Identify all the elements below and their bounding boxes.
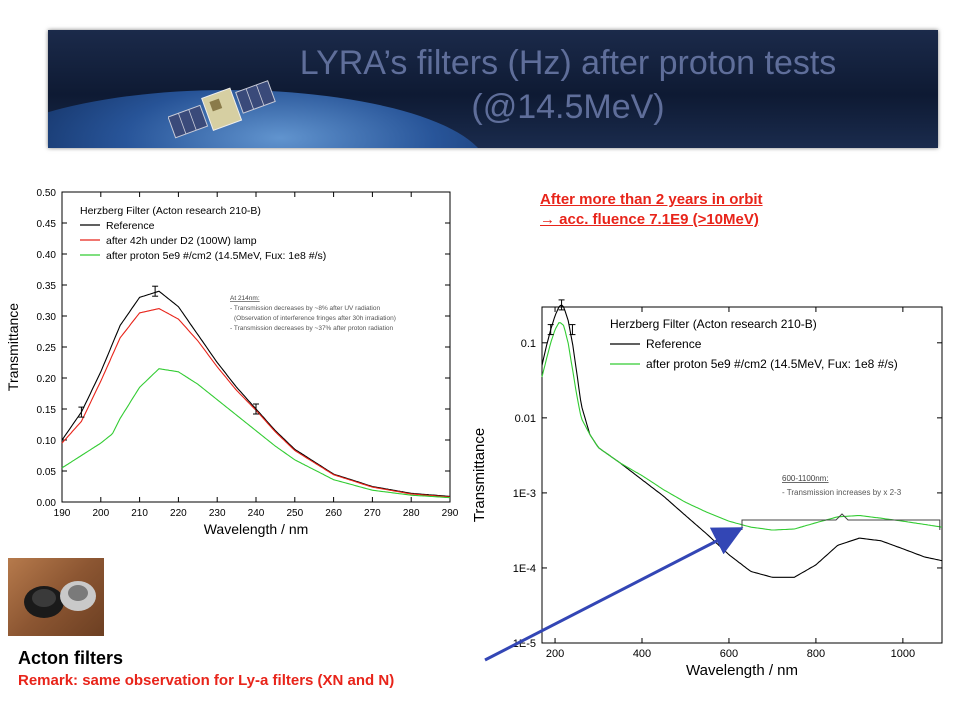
annotation-line: - Transmission decreases by ~8% after UV… (230, 305, 380, 312)
x-tick-label: 220 (170, 508, 187, 519)
x-tick-label: 200 (546, 648, 564, 660)
x-tick-label: 600 (720, 648, 738, 660)
x-tick-label: 190 (54, 508, 71, 519)
x-tick-label: 800 (807, 648, 825, 660)
orbit-note-line1: After more than 2 years in orbit (540, 191, 763, 208)
x-tick-label: 400 (633, 648, 651, 660)
annotation-heading: 600-1100nm: (782, 474, 829, 483)
transmittance-log-chart: 200 400 600 800 1000 0.1 0.01 1E-3 1E-4 1E-5 Wavel… (471, 299, 943, 679)
x-tick-label: 280 (403, 508, 420, 519)
annotation-line: (Observation of interference fringes aft… (234, 315, 396, 322)
y-tick-label: 0.35 (37, 281, 57, 292)
annotation-line: - Transmission increases by x 2-3 (782, 488, 902, 497)
y-tick-label: 1E-5 (513, 638, 536, 650)
y-tick-label: 0.05 (37, 467, 57, 478)
y-tick-label: 0.1 (521, 338, 536, 350)
acton-filters-photo (8, 558, 104, 636)
series-line-2 (61, 368, 451, 499)
y-tick-label: 0.30 (37, 312, 57, 323)
orbit-note-line2: → acc. fluence 7.1E9 (>10MeV) (540, 211, 759, 228)
annotation-line: - Transmission decreases by ~37% after p… (230, 325, 394, 332)
y-tick-label: 0.40 (37, 250, 57, 261)
y-axis-label: Transmittance (5, 303, 21, 391)
annotation-heading: At 214nm: (230, 295, 260, 302)
y-tick-label: 0.10 (37, 436, 57, 447)
y-tick-label: 0.45 (37, 219, 57, 230)
slide-title-line2: (@14.5MeV) (471, 88, 665, 126)
legend-entry: after proton 5e9 #/cm2 (14.5MeV, Fux: 1e… (646, 357, 898, 371)
x-tick-label: 250 (286, 508, 303, 519)
y-tick-label: 1E-3 (513, 488, 536, 500)
x-axis-label: Wavelength / nm (204, 521, 309, 537)
satellite-icon (168, 80, 276, 139)
x-tick-label: 260 (325, 508, 342, 519)
legend-entry: after 42h under D2 (100W) lamp (106, 235, 257, 247)
x-tick-label: 210 (131, 508, 148, 519)
y-tick-label: 0.20 (37, 374, 57, 385)
series-line-0 (541, 304, 943, 578)
y-axis-label: Transmittance (471, 428, 488, 522)
title-banner: LYRA’s filters (Hz) after proton tests (… (48, 30, 938, 148)
x-tick-label: 240 (248, 508, 265, 519)
legend-entry: Reference (646, 337, 702, 351)
legend-title: Herzberg Filter (Acton research 210-B) (80, 205, 261, 217)
legend-title: Herzberg Filter (Acton research 210-B) (610, 317, 817, 331)
range-bracket (741, 513, 941, 530)
y-tick-label: 0.25 (37, 343, 57, 354)
y-tick-label: 0.00 (37, 498, 57, 509)
photo-caption: Acton filters (18, 648, 124, 668)
x-tick-label: 290 (442, 508, 459, 519)
remark-text: Remark: same observation for Ly-a filter… (18, 672, 395, 689)
legend-entry: after proton 5e9 #/cm2 (14.5MeV, Fux: 1e… (106, 250, 326, 262)
series-line-1 (61, 308, 451, 498)
x-tick-label: 230 (209, 508, 226, 519)
x-axis-label: Wavelength / nm (686, 662, 798, 679)
x-tick-label: 1000 (891, 648, 915, 660)
x-tick-label: 270 (364, 508, 381, 519)
legend-entry: Reference (106, 220, 155, 232)
series-line-1 (541, 322, 943, 531)
slide-title-line1: LYRA’s filters (Hz) after proton tests (299, 44, 837, 82)
orbit-note: After more than 2 years in orbit → acc. … (540, 190, 763, 230)
x-tick-label: 200 (92, 508, 109, 519)
filters-image (24, 581, 96, 618)
transmittance-linear-chart: 190 200 210 220 230 240 250 260 270 280 290 0.00 0.0… (5, 188, 459, 537)
y-tick-label: 0.01 (515, 413, 536, 425)
y-tick-label: 1E-4 (513, 563, 536, 575)
y-tick-label: 0.50 (37, 188, 57, 199)
plot-frame (541, 306, 943, 644)
y-tick-label: 0.15 (37, 405, 57, 416)
